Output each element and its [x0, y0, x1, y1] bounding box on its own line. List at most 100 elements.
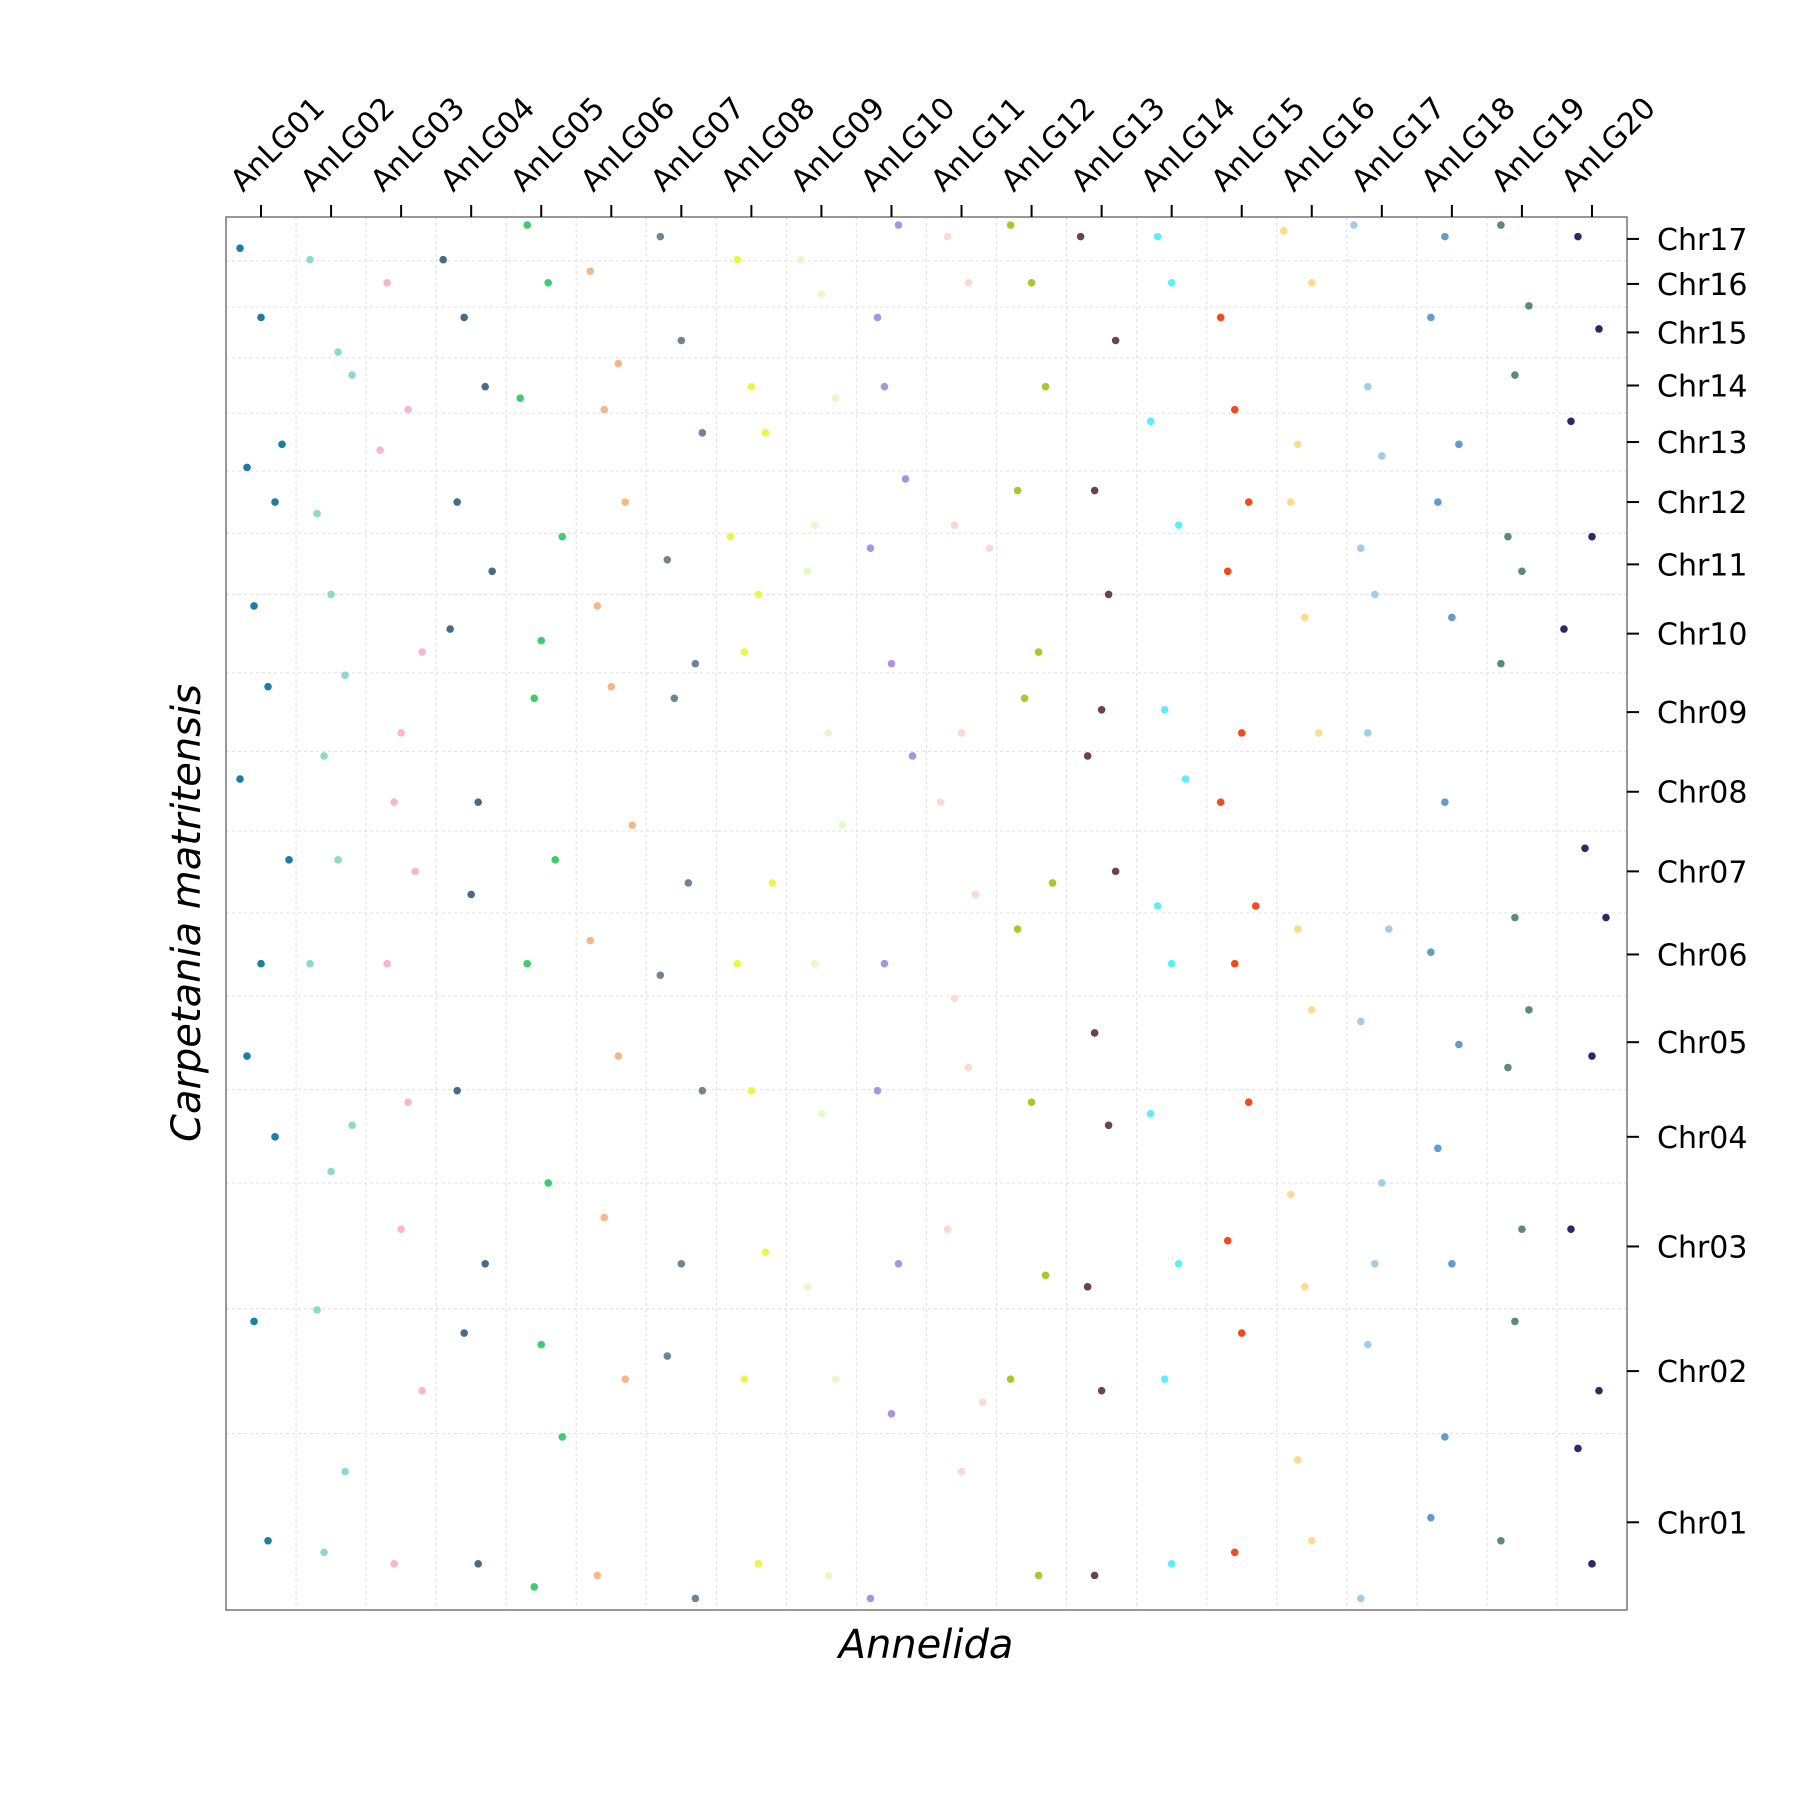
point — [306, 959, 314, 968]
point — [320, 752, 328, 760]
point — [1511, 913, 1519, 922]
point — [817, 1109, 826, 1118]
point — [1497, 1536, 1505, 1545]
point — [1602, 913, 1610, 922]
point — [971, 890, 980, 899]
y-tick-label: Chr04 — [1657, 1121, 1747, 1156]
point — [880, 959, 889, 968]
point — [628, 821, 637, 830]
y-tick-label: Chr13 — [1657, 426, 1747, 461]
point — [236, 244, 244, 252]
point — [761, 1248, 770, 1257]
point — [474, 798, 482, 806]
point — [698, 429, 707, 437]
point — [243, 1052, 251, 1060]
point — [1104, 1121, 1113, 1130]
point — [404, 1098, 412, 1106]
point — [1146, 1109, 1155, 1118]
y-tick-label: Chr05 — [1657, 1026, 1747, 1061]
point — [1518, 1225, 1526, 1233]
point — [397, 729, 405, 737]
point — [873, 313, 882, 322]
point — [1504, 1063, 1512, 1072]
point — [1588, 532, 1596, 541]
point — [1448, 613, 1456, 622]
point — [824, 1571, 833, 1580]
point — [1574, 1444, 1582, 1453]
y-tick-label: Chr06 — [1657, 938, 1747, 973]
point — [460, 313, 468, 322]
y-axis-title: Carpetania matritensis — [164, 684, 210, 1142]
point — [1293, 1456, 1302, 1464]
point — [1314, 729, 1323, 737]
point — [306, 255, 314, 264]
point — [537, 1340, 546, 1349]
point — [831, 1375, 840, 1383]
point — [516, 394, 525, 402]
point — [271, 1133, 279, 1141]
point — [754, 1560, 763, 1568]
point — [1427, 1513, 1435, 1522]
point — [1364, 1340, 1372, 1349]
y-tick-label: Chr15 — [1657, 316, 1747, 351]
point — [264, 1536, 272, 1545]
point — [887, 659, 896, 668]
point — [621, 1375, 630, 1383]
point — [901, 475, 910, 483]
point — [670, 694, 679, 703]
point — [1427, 313, 1435, 322]
point — [1378, 452, 1386, 460]
point — [768, 879, 777, 887]
point — [838, 821, 847, 830]
point — [257, 313, 265, 322]
point — [418, 648, 426, 656]
point — [1560, 625, 1568, 633]
point — [1006, 1375, 1015, 1383]
point — [1006, 221, 1015, 229]
point — [607, 682, 616, 691]
plot-frame — [225, 216, 1628, 1611]
point — [1300, 1283, 1309, 1291]
point — [663, 555, 672, 564]
point — [1111, 867, 1120, 876]
point — [873, 1086, 882, 1095]
point — [761, 429, 770, 437]
point — [691, 1594, 700, 1603]
point — [1455, 440, 1463, 449]
point — [530, 1583, 539, 1591]
point — [1357, 1594, 1365, 1603]
point — [600, 405, 609, 414]
point — [1090, 1029, 1099, 1037]
point — [383, 959, 391, 968]
point — [1279, 227, 1288, 235]
point — [978, 1398, 987, 1407]
point — [950, 994, 959, 1003]
point — [1293, 925, 1302, 933]
point — [866, 544, 875, 553]
y-tick-label: Chr11 — [1657, 548, 1747, 583]
point — [320, 1548, 328, 1557]
point — [544, 278, 553, 287]
point — [1153, 232, 1162, 241]
point — [446, 625, 454, 633]
point — [1448, 1259, 1456, 1268]
point — [824, 729, 833, 737]
point — [747, 382, 756, 391]
point — [418, 1386, 426, 1395]
point — [1511, 1317, 1519, 1326]
point — [558, 532, 567, 541]
point — [1027, 1098, 1036, 1106]
point — [943, 232, 952, 241]
point — [1174, 521, 1183, 529]
x-axis-title: Annelida — [836, 1622, 1014, 1668]
point — [656, 232, 665, 241]
point — [1083, 1283, 1092, 1291]
point — [383, 278, 391, 287]
point — [593, 1571, 602, 1580]
point — [1048, 879, 1057, 887]
point — [439, 255, 447, 264]
point — [1434, 1144, 1442, 1153]
point — [887, 1410, 896, 1418]
point — [1286, 498, 1295, 506]
